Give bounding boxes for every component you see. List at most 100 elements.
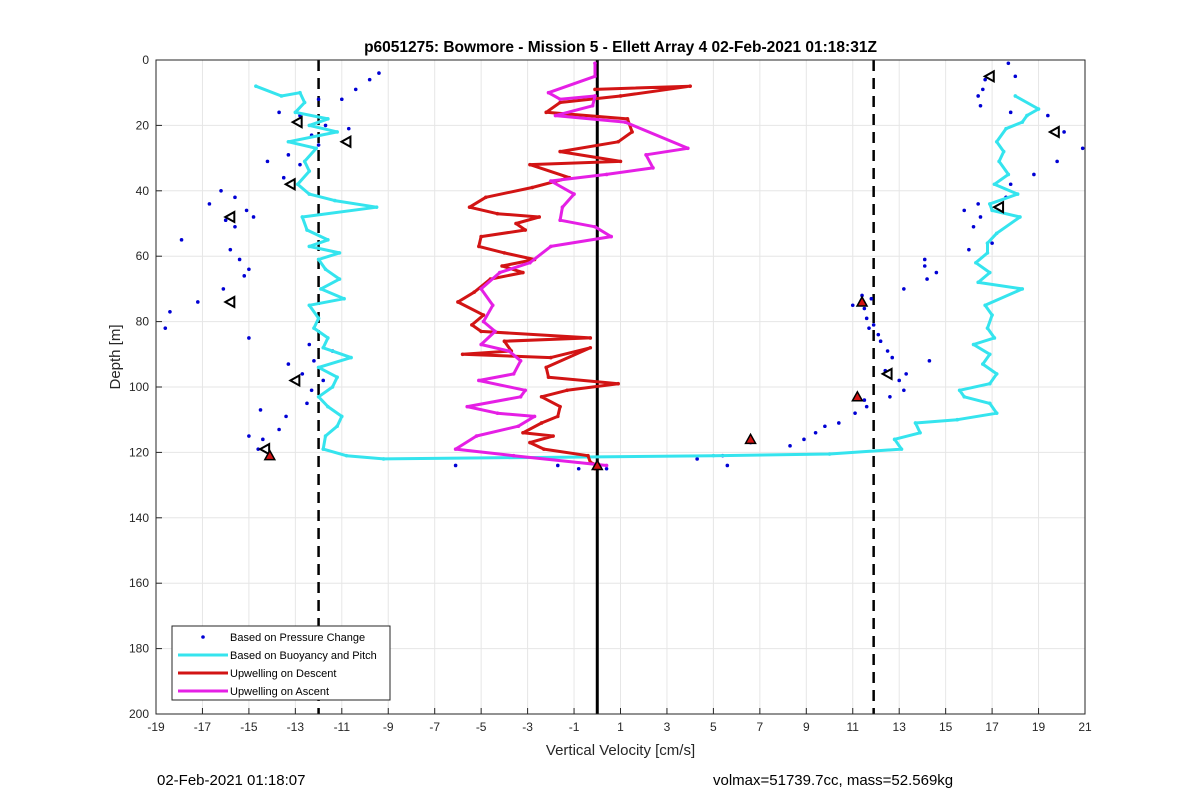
descent-point: [523, 228, 528, 232]
buoyancy-point: [1018, 215, 1022, 219]
descent-point: [502, 251, 507, 255]
triangle-marker: [992, 200, 1005, 214]
y-tick-label: 200: [129, 707, 149, 721]
pressure-point: [967, 247, 971, 252]
descent-point: [539, 421, 544, 425]
buoyancy-point: [300, 215, 305, 219]
pressure-point: [864, 316, 869, 321]
pressure-point: [305, 401, 309, 406]
ascent-point: [516, 424, 521, 429]
buoyancy-point: [962, 395, 967, 399]
buoyancy-point: [342, 296, 346, 301]
pressure-point: [265, 159, 270, 164]
descent-point: [593, 87, 597, 92]
ascent-point: [518, 395, 523, 399]
buoyancy-point: [307, 192, 312, 196]
pressure-point: [576, 466, 581, 471]
pressure-point: [802, 437, 806, 442]
pressure-point: [904, 372, 908, 376]
x-axis-label: Vertical Velocity [cm/s]: [546, 742, 695, 759]
buoyancy-point: [1020, 120, 1025, 124]
ascent-point: [490, 303, 495, 308]
y-tick-label: 160: [129, 576, 149, 590]
triangle-marker: [880, 367, 893, 381]
legend-entry-label: Upwelling on Descent: [230, 668, 336, 680]
buoyancy-point: [333, 198, 337, 203]
footer-vol-mass: volmax=51739.7cc, mass=52.569kg: [713, 772, 954, 789]
ascent-point: [528, 260, 532, 265]
buoyancy-point: [349, 355, 353, 360]
y-tick-label: 0: [142, 53, 149, 67]
pressure-point: [377, 71, 381, 75]
pressure-point: [233, 195, 237, 200]
descent-point: [521, 430, 525, 435]
y-axis-label: Depth [m]: [107, 324, 124, 389]
pressure-point: [878, 339, 883, 344]
ascent-point: [477, 378, 481, 383]
buoyancy-point: [1006, 172, 1011, 177]
x-tick-label: 3: [664, 720, 671, 734]
descent-point: [586, 453, 590, 458]
buoyancy-point: [279, 94, 284, 98]
ascent-series-line: [454, 61, 690, 467]
filled-triangle-marker: [591, 458, 604, 471]
x-tick-label: -3: [522, 720, 533, 734]
x-tick-label: 5: [710, 720, 717, 734]
pressure-point: [286, 362, 291, 366]
buoyancy-point: [957, 388, 962, 393]
pressure-point: [1055, 159, 1059, 164]
y-tick-label: 120: [129, 445, 149, 459]
buoyancy-point: [319, 287, 323, 291]
ascent-point: [511, 453, 516, 458]
triangle-marker: [223, 210, 236, 224]
descent-point: [546, 375, 551, 379]
pressure-point: [983, 77, 987, 82]
x-tick-label: 11: [847, 720, 860, 734]
pressure-point: [976, 94, 980, 98]
buoyancy-point: [374, 205, 379, 209]
pressure-point: [163, 326, 168, 330]
ascent-point: [558, 97, 562, 102]
pressure-point: [962, 208, 967, 213]
pressure-point: [853, 411, 857, 415]
buoyancy-point: [992, 336, 997, 340]
y-tick-label: 40: [136, 184, 150, 198]
descent-point: [521, 270, 525, 275]
buoyancy-point: [326, 404, 330, 409]
pressure-point: [869, 296, 874, 301]
descent-point: [456, 300, 460, 304]
descent-point: [549, 355, 553, 360]
descent-point: [500, 264, 504, 268]
buoyancy-point: [994, 139, 999, 144]
pressure-point: [981, 87, 985, 92]
pressure-point: [298, 162, 302, 167]
descent-point: [470, 323, 474, 327]
buoyancy-point: [316, 257, 321, 262]
buoyancy-point: [326, 238, 330, 242]
triangle-marker: [258, 442, 271, 456]
buoyancy-point: [994, 372, 999, 376]
pressure-point: [1080, 146, 1085, 151]
pressure-point: [1046, 113, 1050, 118]
buoyancy-point: [994, 231, 999, 236]
pressure-point: [228, 247, 233, 252]
buoyancy-point: [1015, 192, 1020, 196]
ascent-point: [651, 166, 655, 170]
x-tick-label: 13: [893, 720, 907, 734]
buoyancy-point: [711, 453, 716, 458]
pressure-point: [890, 355, 895, 360]
pressure-point: [179, 238, 184, 242]
ascent-point: [686, 146, 690, 151]
buoyancy-point: [985, 326, 990, 330]
buoyancy-point: [990, 208, 994, 213]
buoyancy-point: [323, 434, 328, 438]
pressure-point: [223, 218, 228, 223]
pressure-point: [247, 267, 251, 272]
ascent-point: [495, 411, 500, 415]
buoyancy-point: [337, 251, 342, 255]
pressure-point: [788, 444, 792, 448]
buoyancy-point: [295, 182, 300, 187]
descent-point: [616, 139, 620, 144]
pressure-point: [258, 408, 263, 412]
pressure-point: [247, 434, 251, 438]
